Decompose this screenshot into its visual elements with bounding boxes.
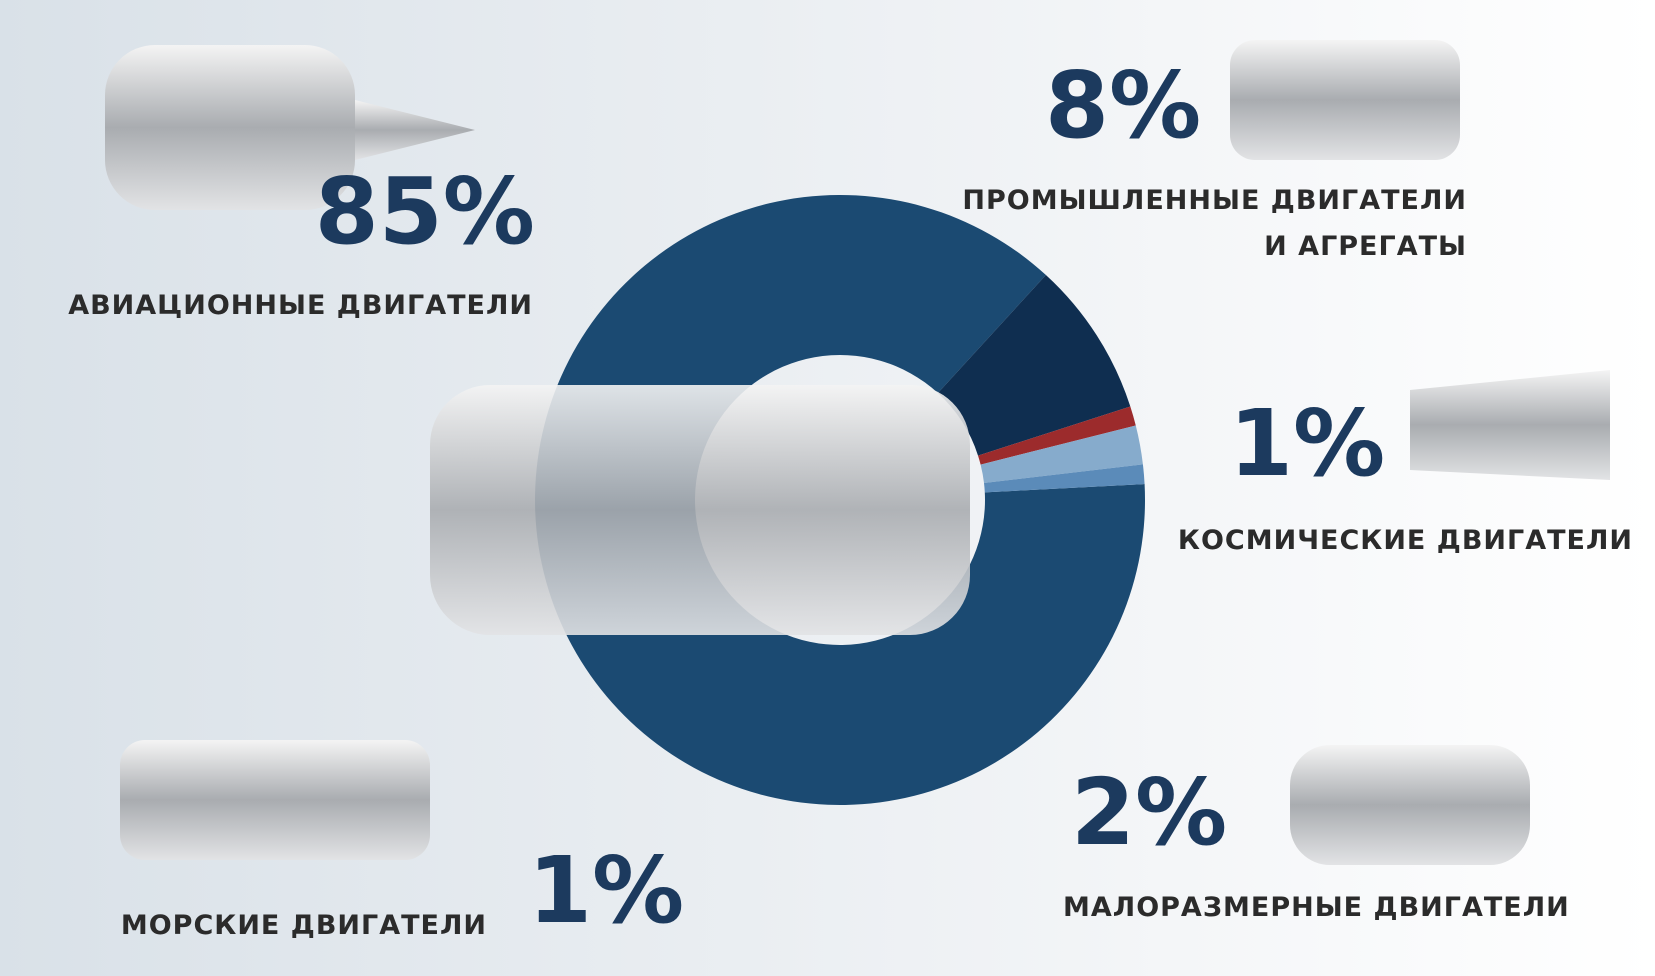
category-label-line: МАЛОРАЗМЕРНЫЕ ДВИГАТЕЛИ — [1063, 892, 1570, 923]
value-label: 8% — [1045, 52, 1201, 159]
category-label-line: КОСМИЧЕСКИЕ ДВИГАТЕЛИ — [1178, 525, 1633, 556]
value-label: 1% — [1229, 390, 1385, 497]
category-label: КОСМИЧЕСКИЕ ДВИГАТЕЛИ — [1178, 525, 1633, 556]
category-label-line: АВИАЦИОННЫЕ ДВИГАТЕЛИ — [68, 290, 533, 321]
category-label: МОРСКИЕ ДВИГАТЕЛИ — [121, 910, 487, 941]
page: 85% АВИАЦИОННЫЕ ДВИГАТЕЛИ 8% ПРОМЫШЛЕННЫЕ Д… — [0, 0, 1655, 976]
engine-industrial — [1230, 40, 1460, 160]
value-label: 1% — [528, 837, 684, 944]
engine-center — [430, 385, 970, 635]
category-label-line: МОРСКИЕ ДВИГАТЕЛИ — [121, 910, 487, 941]
category-label-line: ПРОМЫШЛЕННЫЕ ДВИГАТЕЛИ — [962, 185, 1467, 216]
category-label-line: И АГРЕГАТЫ — [1264, 231, 1467, 262]
value-label: 85% — [315, 158, 535, 265]
engine-small — [1290, 745, 1530, 865]
category-label: МАЛОРАЗМЕРНЫЕ ДВИГАТЕЛИ — [1063, 892, 1570, 923]
chart: 85% АВИАЦИОННЫЕ ДВИГАТЕЛИ 8% ПРОМЫШЛЕННЫЕ Д… — [0, 0, 1655, 976]
value-label: 2% — [1071, 759, 1227, 866]
engine-marine — [120, 740, 430, 860]
category-label: АВИАЦИОННЫЕ ДВИГАТЕЛИ — [68, 290, 533, 321]
